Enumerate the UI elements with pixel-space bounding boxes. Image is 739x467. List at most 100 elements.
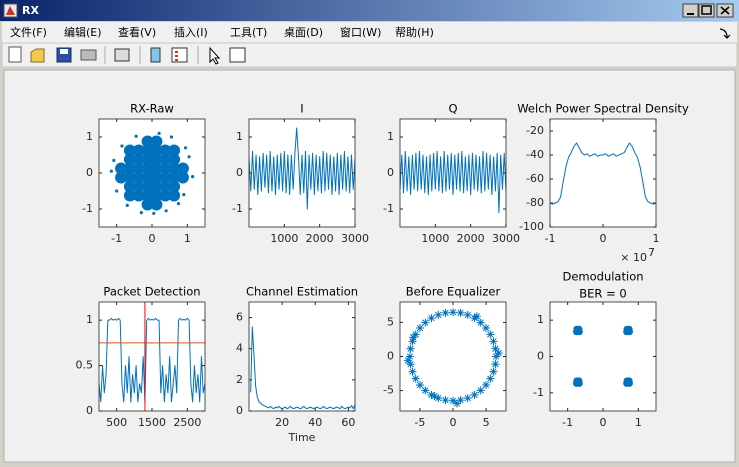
- data-point: [123, 162, 136, 175]
- plot-area: [99, 302, 205, 411]
- x-tick-label: 0: [149, 232, 156, 245]
- data-point: [168, 171, 181, 184]
- menu-bar: [2, 22, 737, 43]
- data-point: [132, 162, 145, 175]
- y-tick-label: -1: [232, 202, 243, 215]
- save-icon-label: [60, 49, 68, 54]
- x-tick-label: 20: [275, 416, 289, 429]
- plot-area: [109, 131, 195, 215]
- data-point: [476, 386, 485, 395]
- y-tick-label: 1: [387, 130, 394, 143]
- y-tick-label: 5: [387, 315, 394, 328]
- print-preview-icon[interactable]: [114, 48, 130, 62]
- chart-title: RX-Raw: [130, 102, 174, 116]
- data-point: [430, 392, 439, 401]
- data-point: [470, 390, 479, 399]
- data-point: [481, 324, 490, 333]
- data-point: [168, 189, 181, 202]
- data-point: [494, 349, 503, 358]
- x-tick-label: 1: [635, 416, 642, 429]
- x-tick-label: -1: [111, 232, 122, 245]
- new-icon[interactable]: [8, 46, 22, 63]
- y-tick-label: 4: [236, 342, 243, 355]
- menu-item[interactable]: 帮助(H): [395, 25, 434, 39]
- toolbar: [1, 42, 738, 68]
- x-tick-label: 1000: [270, 232, 298, 245]
- open-icon[interactable]: [30, 48, 45, 63]
- minimize-button[interactable]: [682, 3, 699, 18]
- plot-area: [400, 150, 506, 214]
- plot-area: [249, 127, 355, 210]
- menu-item[interactable]: 桌面(D): [284, 26, 323, 39]
- y-tick-label: -60: [526, 172, 544, 185]
- print-icon[interactable]: [80, 49, 97, 61]
- data-line: [250, 326, 355, 410]
- y-tick-label: 0: [387, 350, 394, 363]
- menu-item[interactable]: 窗口(W): [340, 25, 381, 39]
- x-tick-label: 40: [308, 416, 322, 429]
- pointer-icon[interactable]: [209, 46, 221, 65]
- menu-item[interactable]: 插入(I): [174, 25, 208, 39]
- y-tick-label: 6: [236, 311, 243, 324]
- data-point: [132, 189, 145, 202]
- y-tick-label: -1: [383, 202, 394, 215]
- data-point: [123, 144, 136, 157]
- data-point: [115, 162, 128, 175]
- menu-item[interactable]: 查看(V): [118, 25, 156, 39]
- x-tick-label: -1: [562, 416, 573, 429]
- data-point: [421, 386, 430, 395]
- data-point: [150, 171, 163, 184]
- chart-title: I: [300, 102, 303, 116]
- y-tick-label: 0: [86, 404, 93, 417]
- data-point: [132, 153, 145, 166]
- subplot: -1 0 1 -1 0 1 RX-Raw: [82, 102, 206, 245]
- data-point: [157, 131, 161, 135]
- data-point: [150, 135, 163, 148]
- menu-item[interactable]: 编辑(E): [64, 25, 102, 39]
- y-tick-label: 1: [236, 130, 243, 143]
- dock-arrow[interactable]: [719, 28, 731, 39]
- data-point: [486, 374, 495, 383]
- property-editor-icon[interactable]: [229, 47, 246, 63]
- data-point: [408, 337, 417, 346]
- x-tick-label: -1: [545, 232, 556, 245]
- window-title: RX: [22, 4, 39, 17]
- data-point: [449, 396, 457, 405]
- data-point: [168, 180, 181, 193]
- data-line: [400, 150, 506, 214]
- data-line: [550, 142, 656, 205]
- legend-icon[interactable]: [171, 47, 188, 63]
- data-point: [623, 379, 631, 387]
- data-point: [141, 135, 154, 148]
- colorbar-icon[interactable]: [150, 47, 161, 63]
- data-point: [134, 134, 138, 138]
- menu-item[interactable]: 工具(T): [230, 26, 267, 39]
- axes-background: [249, 119, 355, 227]
- data-point: [125, 203, 129, 207]
- data-point: [489, 337, 498, 346]
- data-point: [141, 189, 154, 202]
- data-point: [182, 193, 186, 197]
- data-point: [168, 144, 181, 157]
- data-point: [416, 380, 425, 389]
- data-point: [152, 211, 156, 215]
- x-tick-label: 1: [653, 232, 660, 245]
- x-tick-label: 2500: [173, 416, 201, 429]
- chart-subtitle: BER = 0: [579, 287, 626, 301]
- x-tick-label: 2000: [306, 232, 334, 245]
- menu-item[interactable]: 文件(F): [10, 25, 47, 39]
- x-tick-label: -5: [414, 416, 425, 429]
- x-tick-label: 1500: [138, 416, 166, 429]
- chart-title: Before Equalizer: [406, 285, 501, 299]
- x-exponent-base: × 10: [620, 251, 647, 264]
- data-point: [573, 379, 580, 387]
- data-point: [150, 189, 163, 202]
- data-point: [132, 180, 145, 193]
- data-point: [141, 153, 154, 166]
- y-tick-label: 0: [387, 166, 394, 179]
- axes-background: [550, 302, 656, 411]
- plot-area: [403, 308, 503, 408]
- plot-area: [550, 142, 656, 205]
- data-point: [141, 180, 154, 193]
- data-point: [159, 171, 172, 184]
